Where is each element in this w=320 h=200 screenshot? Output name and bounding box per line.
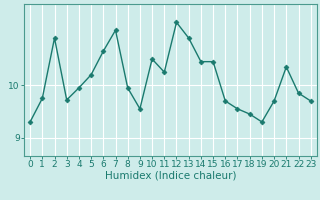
X-axis label: Humidex (Indice chaleur): Humidex (Indice chaleur): [105, 171, 236, 181]
